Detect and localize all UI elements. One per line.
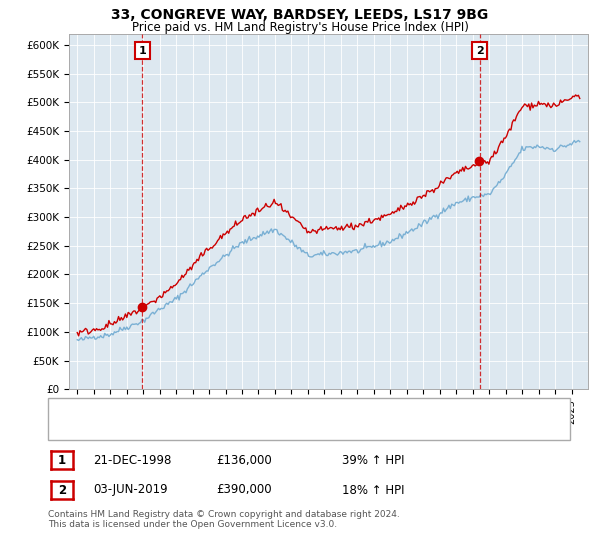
- Text: HPI: Average price, detached house, Leeds: HPI: Average price, detached house, Leed…: [93, 423, 316, 433]
- Text: Price paid vs. HM Land Registry's House Price Index (HPI): Price paid vs. HM Land Registry's House …: [131, 21, 469, 34]
- Text: 33, CONGREVE WAY, BARDSEY, LEEDS, LS17 9BG: 33, CONGREVE WAY, BARDSEY, LEEDS, LS17 9…: [112, 8, 488, 22]
- Text: 18% ↑ HPI: 18% ↑ HPI: [342, 483, 404, 497]
- Text: £390,000: £390,000: [216, 483, 272, 497]
- Text: 33, CONGREVE WAY, BARDSEY, LEEDS, LS17 9BG (detached house): 33, CONGREVE WAY, BARDSEY, LEEDS, LS17 9…: [93, 404, 445, 414]
- Text: 2: 2: [58, 483, 66, 497]
- Text: ——: ——: [57, 421, 85, 435]
- Text: £136,000: £136,000: [216, 454, 272, 467]
- Text: 21-DEC-1998: 21-DEC-1998: [93, 454, 172, 467]
- Text: 39% ↑ HPI: 39% ↑ HPI: [342, 454, 404, 467]
- Text: 1: 1: [58, 454, 66, 467]
- Text: 03-JUN-2019: 03-JUN-2019: [93, 483, 167, 497]
- Text: Contains HM Land Registry data © Crown copyright and database right 2024.
This d: Contains HM Land Registry data © Crown c…: [48, 510, 400, 529]
- Text: 1: 1: [139, 46, 146, 56]
- Text: 2: 2: [476, 46, 484, 56]
- Text: ——: ——: [57, 402, 85, 417]
